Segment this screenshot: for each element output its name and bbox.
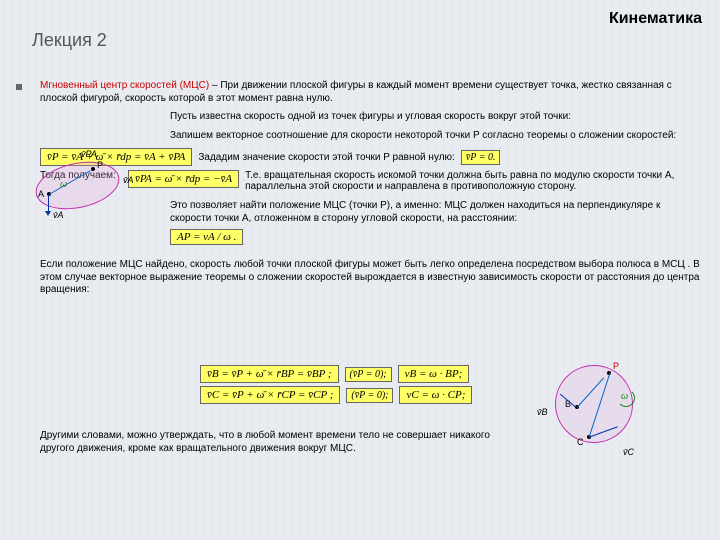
label-omega2: ω — [621, 391, 628, 401]
figure-ellipse: A P ω v̄A v̄A v̄PA — [35, 155, 135, 210]
fb-row2: v̄C = v̄P + ω̄ × r̄CP = v̄CP ; (v̄P = 0)… — [200, 386, 472, 404]
fb-row1: v̄B = v̄P + ω̄ × r̄BP = v̄BP ; (v̄P = 0)… — [200, 365, 472, 383]
p2: Запишем векторное соотношение для скорос… — [170, 130, 702, 143]
bullet-icon — [16, 84, 22, 90]
formula-f3: v̄PA = ω̄ × r̄dp = −v̄A — [128, 170, 239, 188]
arrowhead-va — [45, 211, 51, 216]
formula-row1c: vB = ω · BP; — [398, 365, 470, 383]
p5: Это позволяет найти положение МЦС (точки… — [170, 200, 702, 225]
label-a: A — [38, 189, 44, 199]
p3a: Зададим значение скорости этой точки P р… — [198, 152, 454, 163]
header-title: Кинематика — [609, 10, 702, 28]
label-va2: v̄A — [123, 175, 134, 185]
intro-paragraph: Мгновенный центр скоростей (МЦС) – При д… — [40, 80, 702, 105]
ellipse-shape — [31, 155, 123, 217]
formula-row2b: (v̄P = 0); — [346, 388, 393, 403]
p1: Пусть известна скорость одной из точек ф… — [170, 111, 702, 124]
figure-circle: P B C ω v̄B v̄C — [545, 365, 655, 465]
label-p: P — [97, 160, 103, 170]
formula-row-1: v̄P = v̄A + ω̄ × r̄dp = v̄A + v̄PA Задад… — [40, 148, 702, 166]
formula-block: v̄B = v̄P + ω̄ × r̄BP = v̄BP ; (v̄P = 0)… — [200, 362, 472, 407]
content-area: Мгновенный центр скоростей (МЦС) – При д… — [40, 78, 702, 299]
p6: Если положение МЦС найдено, скорость люб… — [40, 259, 702, 297]
p4b: Т.е. вращательная скорость искомой точки… — [245, 170, 702, 192]
point-p — [91, 167, 95, 171]
formula-f2: v̄P = 0. — [461, 150, 501, 165]
label-c: C — [577, 437, 584, 447]
formula-row2c: vC = ω · CP; — [399, 386, 472, 404]
label-vpa: v̄PA — [81, 149, 97, 159]
formula-row1a: v̄B = v̄P + ω̄ × r̄BP = v̄BP ; — [200, 365, 339, 383]
formula-row2a: v̄C = v̄P + ω̄ × r̄CP = v̄CP ; — [200, 386, 340, 404]
label-omega: ω — [60, 179, 67, 189]
label-vc: v̄C — [623, 447, 634, 457]
intro-lead: Мгновенный центр скоростей (МЦС) — [40, 80, 209, 91]
ap-row: AP = vA / ω . — [170, 229, 702, 245]
formula-ap: AP = vA / ω . — [170, 229, 243, 245]
lecture-label: Лекция 2 — [32, 30, 107, 51]
label-va: v̄A — [53, 210, 64, 220]
p7: Другими словами, можно утверждать, что в… — [40, 430, 510, 455]
formula-row1b: (v̄P = 0); — [345, 367, 392, 382]
label-vb: v̄B — [537, 407, 548, 417]
formula-row-2: Тогда получаем: v̄PA = ω̄ × r̄dp = −v̄A … — [40, 170, 702, 192]
label-p2: P — [613, 361, 619, 371]
